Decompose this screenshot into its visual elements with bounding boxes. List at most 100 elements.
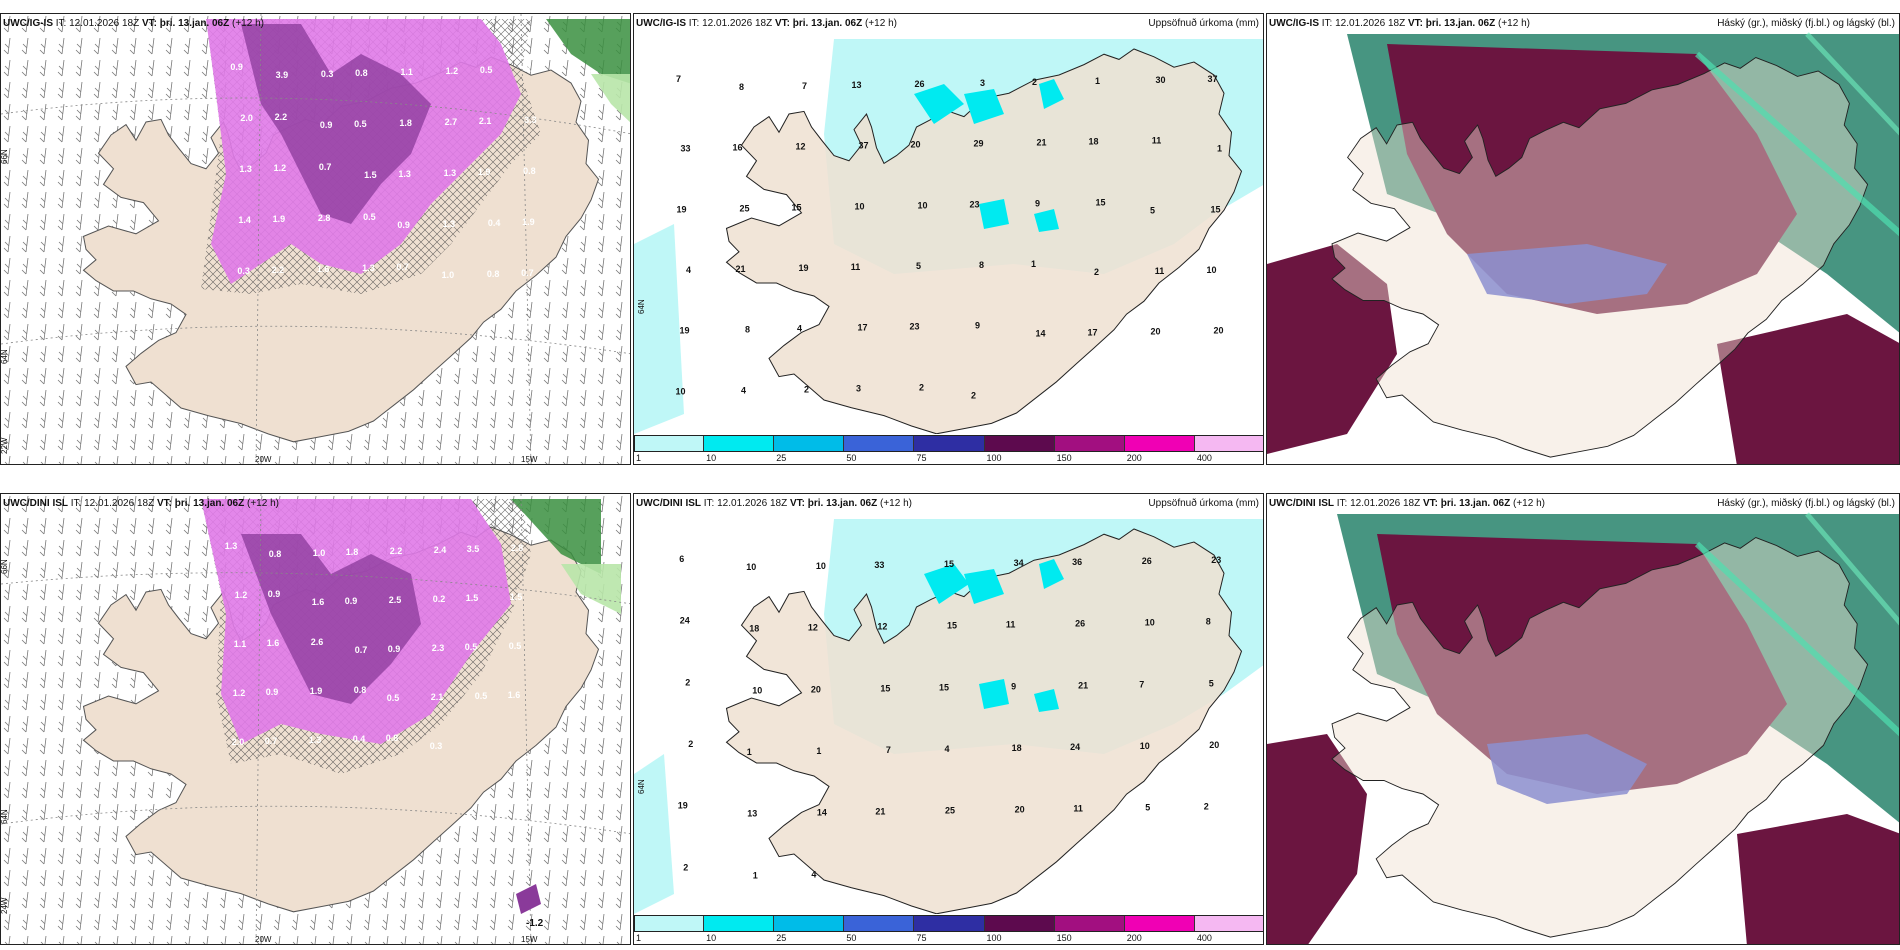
colorbar-tick-label: 25 xyxy=(776,933,787,943)
value-label: 10 xyxy=(746,562,756,572)
value-label: 0.8 xyxy=(355,68,368,78)
panel-top-left-wind-temp: UWC/IG-IS IT: 12.01.2026 18Z VT: þri. 13… xyxy=(0,13,631,465)
value-label: 9 xyxy=(1035,198,1040,208)
value-label: 20 xyxy=(1209,740,1219,750)
value-label: 1.9 xyxy=(310,686,323,696)
value-label: 1.2 xyxy=(274,163,287,173)
value-label: 0.5 xyxy=(509,641,522,651)
panel-title: UWC/IG-IS IT: 12.01.2026 18Z VT: þri. 13… xyxy=(1269,18,1530,29)
value-label: 1.3 xyxy=(398,169,411,179)
value-label: 15 xyxy=(939,682,949,692)
value-label: 15 xyxy=(880,683,890,693)
value-label: 11 xyxy=(1152,136,1162,146)
panel-bottom-middle-precip: UWC/DINI ISL IT: 12.01.2026 18Z VT: þri.… xyxy=(633,493,1264,945)
value-label: 1.3 xyxy=(239,164,252,174)
value-label: 3 xyxy=(980,78,985,88)
value-label: 0.8 xyxy=(487,269,500,279)
colorbar-tick-label: 1 xyxy=(636,933,642,943)
value-label: 1.4 xyxy=(238,215,251,225)
value-label: 1.3 xyxy=(443,219,456,229)
value-label: 1.5 xyxy=(510,592,523,602)
value-label: 2.0 xyxy=(240,113,253,123)
value-label: 2.4 xyxy=(434,545,447,555)
cloud-edge xyxy=(1805,32,1899,136)
value-label: 15 xyxy=(944,559,954,569)
value-label: 18 xyxy=(1012,743,1022,753)
value-label: 7 xyxy=(886,745,891,755)
value-label: 33 xyxy=(874,560,884,570)
value-label: 2 xyxy=(1032,77,1037,87)
value-label: 1 xyxy=(1095,76,1100,86)
value-label: 10 xyxy=(854,201,864,211)
panel-subtitle: Háský (gr.), miðský (fj.bl.) og lágský (… xyxy=(1717,18,1895,29)
value-label: 3 xyxy=(856,383,861,393)
colorbar-swatch xyxy=(704,915,775,932)
value-label: 10 xyxy=(752,685,762,695)
value-label: 2 xyxy=(919,382,924,392)
value-label: 0.8 xyxy=(525,64,538,74)
green-field xyxy=(546,19,630,84)
value-label: 23 xyxy=(969,199,979,209)
precip-mid-field xyxy=(914,79,1064,232)
colorbar: 1 10 25 50 75 100 150 200 400 xyxy=(634,915,1263,944)
value-label: 1.3 xyxy=(362,263,375,273)
value-label: 23 xyxy=(1211,555,1221,565)
value-label: 0.7 xyxy=(265,736,278,746)
value-label: 1.0 xyxy=(313,548,326,558)
value-label: 12 xyxy=(808,623,818,633)
value-label: 19 xyxy=(676,204,686,214)
axis-label: 66N xyxy=(1,559,9,574)
value-label: 2 xyxy=(683,862,688,872)
value-label: 8 xyxy=(979,260,984,270)
value-label: 19 xyxy=(679,326,689,336)
colorbar-swatch xyxy=(984,435,1055,452)
value-label: 24 xyxy=(680,616,690,626)
value-label: 1 xyxy=(816,746,821,756)
value-label: 0.8 xyxy=(386,733,399,743)
lon-line xyxy=(255,14,532,464)
value-label: 2.8 xyxy=(318,213,331,223)
value-label: 1 xyxy=(1031,259,1036,269)
value-label: 2.3 xyxy=(432,643,445,653)
value-label: 14 xyxy=(1035,329,1045,339)
value-label: 1 xyxy=(1217,144,1222,154)
value-label: 0.5 xyxy=(387,693,400,703)
colorbar-swatch xyxy=(1194,915,1263,932)
colorbar-swatch xyxy=(1194,435,1263,452)
value-label: 0.7 xyxy=(521,268,534,278)
panel-top-right-clouds: UWC/IG-IS IT: 12.01.2026 18Z VT: þri. 13… xyxy=(1266,13,1900,465)
axis-label: 20W xyxy=(255,935,272,944)
value-label: 10 xyxy=(1206,265,1216,275)
value-label: 8 xyxy=(745,325,750,335)
value-label: 1.1 xyxy=(234,639,247,649)
value-label: 10 xyxy=(917,200,927,210)
value-label: 0.5 xyxy=(480,65,493,75)
value-label: 1.6 xyxy=(508,690,521,700)
value-label: 2.2 xyxy=(272,265,285,275)
value-label: 0.3 xyxy=(321,69,334,79)
value-label: 3.3 xyxy=(524,115,537,125)
map-canvas xyxy=(1267,14,1899,464)
mid-cloud-field xyxy=(1267,734,1367,944)
colorbar-tick-label: 150 xyxy=(1056,933,1072,943)
value-label: 26 xyxy=(914,79,924,89)
panel-title: UWC/DINI ISL IT: 12.01.2026 18Z VT: þri.… xyxy=(3,498,279,509)
value-label: 3.5 xyxy=(467,544,480,554)
value-label: 0.2 xyxy=(433,594,446,604)
lon-line xyxy=(255,494,532,944)
value-label: 1.2 xyxy=(233,688,246,698)
value-label: 1.3 xyxy=(444,168,457,178)
panel-title: UWC/DINI ISL IT: 12.01.2026 18Z VT: þri.… xyxy=(1269,498,1545,509)
value-label: 15 xyxy=(947,621,957,631)
colorbar: 1 10 25 50 75 100 150 200 400 xyxy=(634,435,1263,464)
value-label: 1.8 xyxy=(399,118,412,128)
value-label: 13 xyxy=(747,809,757,819)
colorbar-swatch xyxy=(774,435,845,452)
value-label: 0.9 xyxy=(397,220,410,230)
axis-label: 15W xyxy=(521,935,538,944)
map-canvas: 1.3 0.8 1.0 1.8 2.2 2.4 3.5 2.8 1.2 0.9 1.6 0.9 2.5 0… xyxy=(1,494,630,944)
value-label: 0.9 xyxy=(388,644,401,654)
colorbar-tick-label: 200 xyxy=(1126,453,1142,463)
